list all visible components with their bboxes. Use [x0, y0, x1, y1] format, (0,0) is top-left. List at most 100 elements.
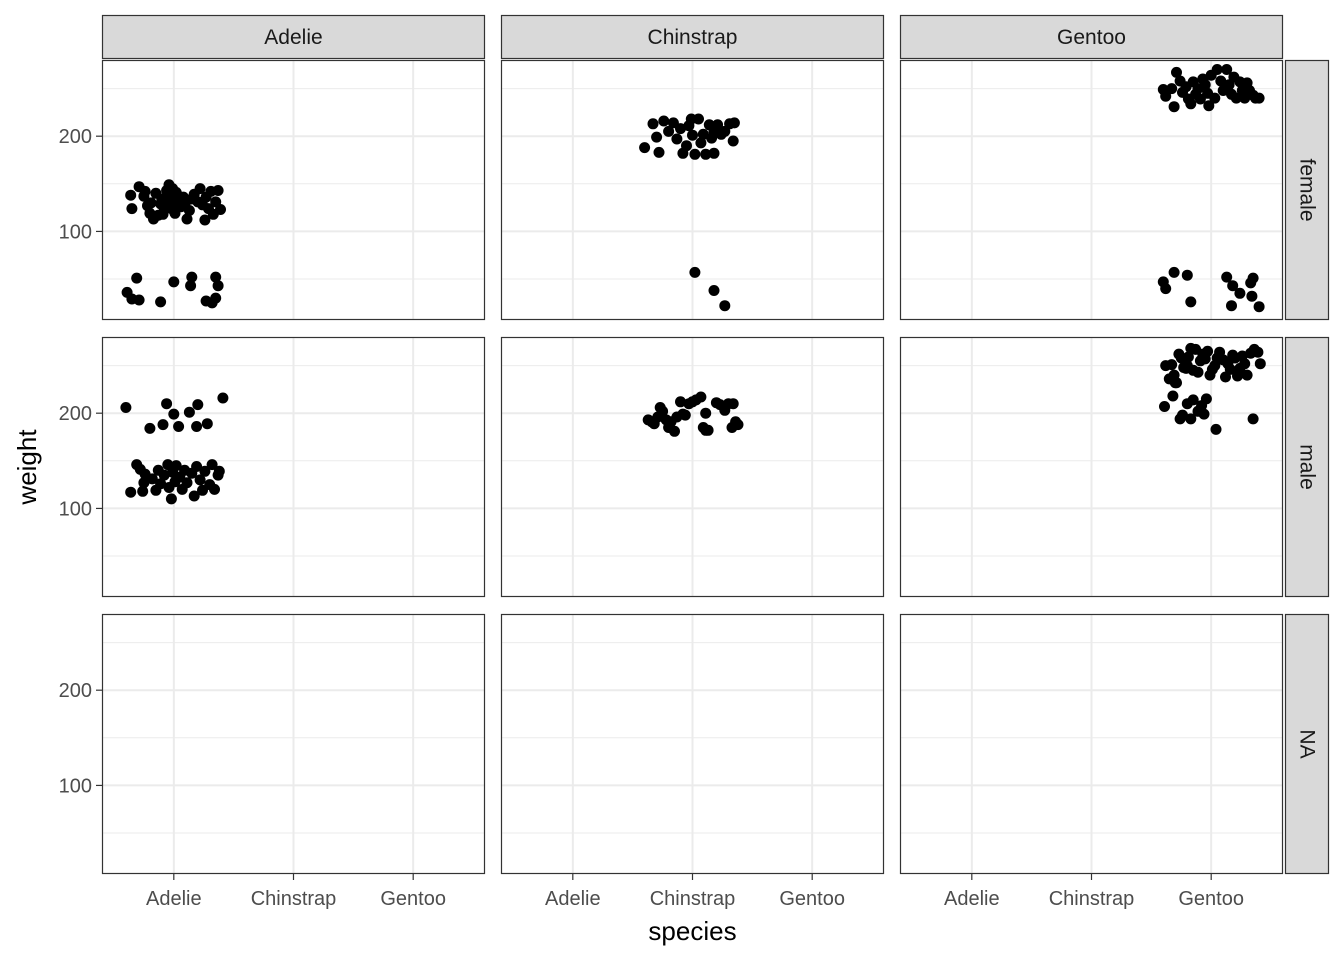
data-point [210, 292, 222, 304]
y-tick-label: 200 [59, 403, 92, 425]
panel-border [101, 59, 486, 321]
strip-label: NA [1296, 729, 1319, 758]
data-point [679, 409, 691, 421]
data-point [697, 128, 709, 140]
data-point [1182, 351, 1194, 363]
data-point [1211, 64, 1223, 75]
data-point [1253, 92, 1265, 104]
data-point [1168, 101, 1180, 113]
data-point [727, 135, 739, 147]
x-tick-label: Gentoo [779, 888, 845, 910]
data-point [120, 402, 132, 413]
data-point [1167, 390, 1179, 402]
data-point [1199, 79, 1211, 91]
x-tick-label: Gentoo [1178, 888, 1244, 910]
data-point [192, 399, 204, 411]
data-point [206, 459, 218, 471]
data-point [1224, 363, 1236, 375]
data-point [1239, 358, 1251, 370]
data-point [1159, 401, 1170, 412]
data-point [702, 424, 714, 436]
data-point [210, 271, 222, 283]
y-tick-label: 200 [59, 680, 92, 702]
data-point [689, 266, 701, 278]
x-tick-label: Chinstrap [251, 888, 337, 910]
data-point [1166, 83, 1178, 95]
data-point [125, 189, 137, 201]
data-point [158, 469, 170, 481]
data-point [126, 203, 138, 215]
data-point [213, 465, 225, 477]
data-point [1234, 287, 1246, 299]
strip-label: Chinstrap [648, 26, 738, 49]
y-tick-label: 100 [59, 775, 92, 797]
data-point [1254, 358, 1266, 370]
data-point [145, 197, 157, 209]
data-point [1168, 266, 1180, 278]
data-point [181, 213, 193, 225]
data-point [183, 406, 195, 418]
data-point [1203, 100, 1215, 112]
data-point [727, 398, 739, 410]
data-point [695, 391, 707, 403]
data-point [133, 294, 145, 306]
y-tick-label: 200 [59, 126, 92, 148]
strip-top-gentoo [899, 14, 1284, 60]
data-point [1171, 377, 1182, 389]
data-point [1221, 271, 1233, 283]
panel-border [500, 336, 885, 598]
strip-label: Gentoo [1057, 26, 1126, 49]
data-point [681, 140, 692, 152]
panel-border [101, 613, 486, 875]
data-point [191, 461, 203, 472]
data-point [689, 148, 701, 160]
data-point [125, 486, 137, 498]
panel-border [899, 613, 1284, 875]
data-point [1246, 290, 1258, 302]
data-point [695, 137, 707, 149]
data-point [212, 280, 224, 292]
data-point [183, 205, 195, 216]
x-axis-title: species [648, 916, 736, 946]
panel-gentoo-male [899, 336, 1284, 598]
strip-top-adelie [101, 14, 486, 60]
data-point [1221, 64, 1233, 75]
y-axis-title: weight [12, 429, 42, 506]
data-point [1185, 98, 1197, 110]
data-point [1177, 409, 1188, 421]
y-tick-label: 100 [59, 498, 92, 520]
data-point [1166, 359, 1178, 371]
strip-right-female [1284, 59, 1330, 321]
panel-adelie-na [101, 613, 486, 875]
x-tick-label: Adelie [146, 888, 202, 910]
data-point [144, 422, 156, 434]
data-point [1192, 366, 1204, 378]
x-tick-label: Chinstrap [650, 888, 736, 910]
data-point [732, 419, 744, 431]
panel-adelie-female [101, 59, 486, 321]
data-point [669, 425, 680, 437]
data-point [168, 408, 180, 420]
data-point [663, 125, 675, 137]
data-point [1160, 90, 1172, 102]
panel-border [500, 59, 885, 321]
data-point [173, 421, 185, 432]
data-point [1209, 92, 1221, 104]
data-point [165, 493, 177, 505]
x-tick-label: Chinstrap [1049, 888, 1135, 910]
data-point [146, 473, 158, 485]
panel-border [899, 336, 1284, 598]
x-tick-label: Adelie [944, 888, 1000, 910]
data-point [1210, 423, 1222, 435]
panel-gentoo-na [899, 613, 1284, 875]
data-point [687, 129, 698, 141]
data-point [201, 418, 213, 430]
data-point [1202, 345, 1214, 357]
data-point [1181, 269, 1193, 281]
data-point [658, 115, 670, 127]
data-point [693, 113, 704, 125]
data-point [639, 142, 651, 154]
panel-border [500, 613, 885, 875]
data-point [194, 474, 206, 486]
